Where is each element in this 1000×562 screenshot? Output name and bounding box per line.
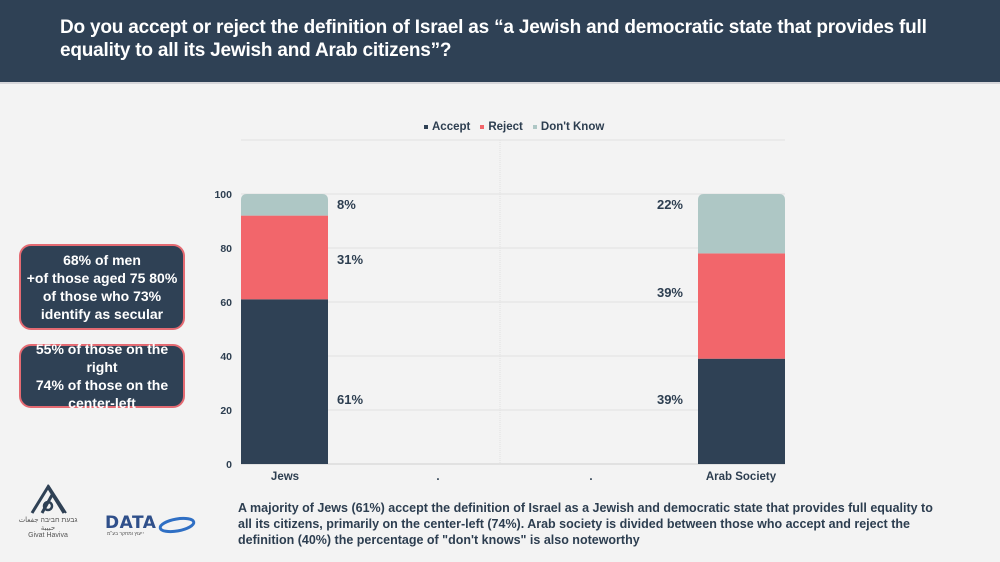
callout-jews-demographics: 68% of men +of those aged 75 80% of thos… [19, 244, 185, 330]
callout-line: of those who 73% [42, 288, 162, 304]
y-tick-label: 20 [220, 405, 232, 417]
givat-haviva-mark-icon [30, 484, 67, 514]
bar-segment-reject [698, 253, 785, 359]
givat-haviva-hebrew: גבעת חביבה جفعات حبيبة [18, 517, 78, 532]
callout-line: identify as secular [40, 306, 164, 322]
bar-segment-accept [698, 358, 785, 464]
legend-label: Accept [432, 121, 471, 133]
callout-line: 74% of those on the [35, 377, 169, 393]
page-title: Do you accept or reject the definition o… [60, 17, 927, 61]
data-logo-word: DATA [105, 513, 157, 533]
y-tick-label: 60 [220, 297, 232, 309]
givat-haviva-logo: גבעת חביבה جفعات حبيبة Givat Haviva [18, 483, 78, 539]
data-label: 31% [337, 252, 363, 267]
data-logo-swoosh-icon [158, 516, 196, 534]
data-label: 39% [657, 285, 683, 300]
x-tick-label: . [589, 471, 592, 483]
bar-segment-don-t-know [698, 194, 785, 254]
bar-segment-reject [241, 215, 328, 300]
data-logo: DATA ייעוץ ומחקר בע"מ [105, 513, 200, 537]
data-logo-sub: ייעוץ ומחקר בע"מ [107, 531, 144, 537]
data-label: 39% [657, 392, 683, 407]
y-tick-label: 80 [220, 243, 232, 255]
y-tick-label: 40 [220, 351, 232, 363]
givat-haviva-english: Givat Haviva [28, 532, 68, 539]
y-tick-label: 100 [214, 189, 232, 201]
legend-swatch-reject [480, 125, 485, 129]
legend-swatch-dont-know [532, 125, 537, 129]
callout-line: +of those aged 75 80% [26, 270, 178, 286]
data-label: 61% [337, 392, 363, 407]
data-label: 8% [337, 197, 356, 212]
header-banner: Do you accept or reject the definition o… [0, 0, 1000, 84]
x-tick-label: . [436, 471, 439, 483]
legend-item-accept: Accept [424, 121, 470, 133]
x-tick-label: Arab Society [706, 471, 777, 483]
chart-legend: Accept Reject Don't Know [424, 121, 604, 133]
legend-label: Reject [488, 121, 523, 133]
callout-line: 68% of men [63, 252, 141, 268]
y-tick-label: 0 [226, 459, 232, 471]
bar-segment-don-t-know [241, 194, 328, 216]
data-label: 22% [657, 197, 683, 212]
legend-item-reject: Reject [480, 121, 523, 133]
legend-item-dont-know: Don't Know [532, 121, 605, 133]
bar-segment-accept [241, 299, 328, 464]
callout-line: center-left [68, 395, 136, 411]
legend-swatch-accept [424, 125, 428, 129]
callout-line: 55% of those on the right [35, 341, 169, 375]
legend-label: Don't Know [540, 121, 605, 133]
callout-jews-politics: 55% of those on the right 74% of those o… [19, 341, 185, 411]
x-tick-label: Jews [271, 471, 299, 483]
summary-text: A majority of Jews (61%) accept the defi… [238, 501, 933, 547]
